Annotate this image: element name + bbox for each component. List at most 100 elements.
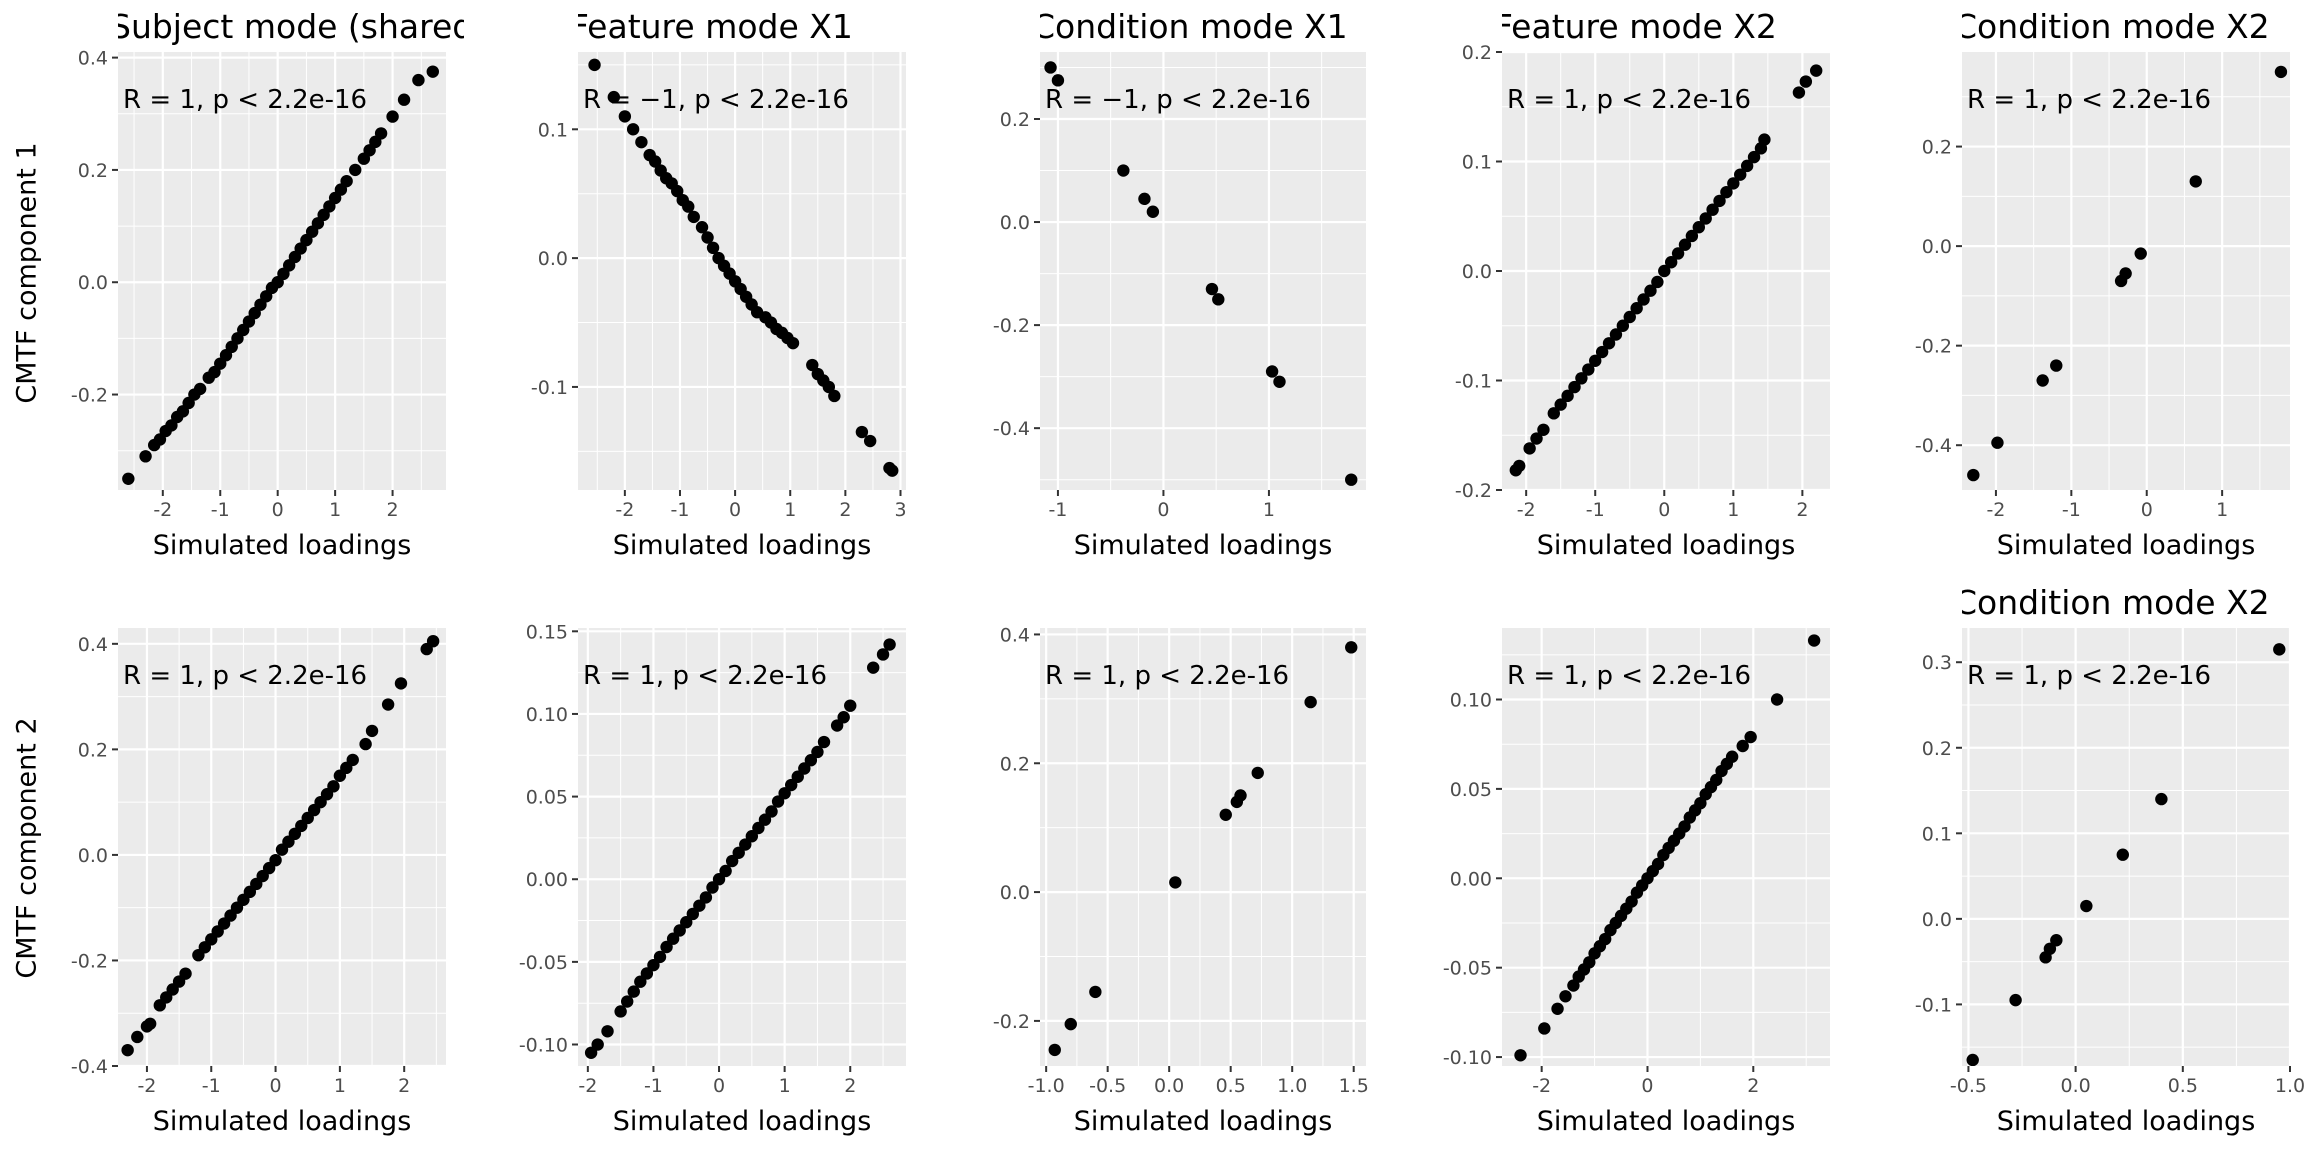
panel-7-point	[584, 1046, 598, 1059]
panel-8-grid	[1040, 628, 1366, 1066]
panel-1-y-tick-label: 0.0	[78, 272, 108, 294]
panel-7-y-tick-label: -0.10	[519, 1035, 568, 1057]
panel-8-y-tick-label: 0.2	[1000, 753, 1030, 775]
panel-4-point	[1523, 442, 1536, 455]
panel-1-point	[426, 65, 439, 78]
panel-6-point	[359, 737, 372, 751]
panel-4-point	[1554, 398, 1567, 411]
panel-9-y-tick-label: 0.10	[1450, 690, 1492, 712]
panel-2-x-tick-label: -1	[671, 499, 690, 521]
panel-7-point	[640, 967, 654, 980]
panel-3-background	[1040, 52, 1366, 490]
panel-4-title: Feature mode X2	[1494, 7, 1777, 46]
row-label-component-2: CMTF component 2	[11, 717, 43, 979]
panel-7-points	[584, 638, 896, 1059]
panel-8-points	[1048, 641, 1358, 1057]
panel-7-point	[752, 821, 765, 835]
panel-7-point	[666, 932, 680, 945]
panel-1-point	[122, 472, 135, 485]
panel-7-point	[758, 813, 772, 826]
panel-1-x-axis-label: Simulated loadings	[153, 530, 412, 561]
panel-9-y-tick-label: 0.00	[1450, 868, 1492, 890]
panel-2-point	[626, 123, 640, 136]
panel-10-x-tick-label: 1.0	[2275, 1075, 2304, 1097]
panel-6-points	[121, 634, 440, 1057]
panel-2-annotation: R = −1, p < 2.2e-16	[583, 85, 849, 115]
panel-8-annotation: R = 1, p < 2.2e-16	[1045, 661, 1289, 691]
panel-4-point	[1616, 319, 1630, 332]
panel-10-x-tick-label: -0.5	[1950, 1075, 1987, 1097]
panel-7-point	[660, 940, 673, 954]
panel-1-y-tick-label: -0.2	[71, 385, 108, 407]
panel-9-point	[1744, 730, 1757, 744]
panel-6-x-tick-label: -1	[202, 1075, 221, 1097]
panel-4-point	[1602, 337, 1616, 350]
panel-5-y-tick-label: -0.4	[1915, 435, 1952, 457]
panel-4-point	[1734, 168, 1747, 181]
panel-8-point	[1234, 789, 1247, 802]
panel-4-point	[1758, 133, 1771, 146]
panel-10-point	[2155, 792, 2168, 806]
panel-10-x-tick-label: 0.5	[2168, 1075, 2198, 1097]
panel-9-point	[1567, 979, 1580, 992]
panel-4-y-tick-label: 0.2	[1462, 42, 1492, 64]
panel-3-point	[1273, 375, 1286, 388]
panel-4-point	[1568, 380, 1581, 394]
panel-2-x-tick-label: 2	[839, 499, 851, 521]
panel-9-grid	[1502, 628, 1830, 1066]
panel-10-point	[2009, 993, 2022, 1007]
panel-6-point	[131, 1030, 144, 1044]
panel-4-x-axis-label: Simulated loadings	[1537, 530, 1796, 561]
panel-4-point	[1547, 407, 1560, 420]
panel-2-point	[682, 200, 695, 213]
panel-4-point	[1720, 185, 1733, 199]
panel-6-point	[327, 780, 340, 793]
panel-3-y-tick-label: 0.0	[1000, 212, 1030, 234]
panel-10-y-tick-label: 0.2	[1922, 738, 1952, 760]
panel-4-point	[1637, 293, 1650, 306]
panel-6-point	[365, 724, 379, 738]
panel-2-x-tick-label: 1	[784, 499, 796, 521]
panel-6-grid	[118, 628, 446, 1066]
panel-5-x-axis-label: Simulated loadings	[1997, 530, 2256, 561]
panel-4-x-tick-label: -1	[1586, 499, 1605, 521]
panel-9-point	[1736, 739, 1749, 753]
panel-9-points	[1514, 634, 1821, 1062]
panel-4-point	[1589, 354, 1602, 367]
panel-7-x-tick-label: 0	[713, 1075, 725, 1097]
panel-9-point	[1725, 750, 1739, 763]
panel-6-y-tick-label: 0.2	[78, 739, 108, 761]
panel-6-x-tick-label: 0	[270, 1075, 282, 1097]
panel-3-point	[1146, 205, 1160, 218]
panel-3-point	[1044, 61, 1057, 74]
panel-6-y-tick-label: -0.4	[71, 1056, 108, 1078]
panel-3-x-tick-label: 0	[1157, 499, 1169, 521]
panel-9-point	[1551, 1002, 1564, 1015]
panel-6-point	[394, 677, 408, 690]
panel-1-x-tick-label: -1	[211, 499, 230, 521]
panel-4-point	[1595, 345, 1609, 359]
panel-10-point	[2050, 934, 2063, 947]
panel-5-y-tick-label: 0.2	[1922, 137, 1952, 159]
panel-4-point	[1740, 159, 1754, 173]
panel-3-x-tick-label: -1	[1048, 499, 1067, 521]
panel-7-point	[627, 985, 640, 998]
panel-1: -2 -1 0 1 2 -0.2 0.0 0.2 0.4 R = 1, p < 2.2e-16 Su…	[71, 7, 464, 561]
panel-7-point	[686, 907, 699, 921]
panel-4-point	[1582, 363, 1595, 376]
panel-7-point	[798, 762, 811, 775]
panel-7-point	[883, 638, 896, 651]
panel-1-x-tick-label: 1	[329, 499, 341, 521]
panel-3-grid	[1040, 52, 1366, 490]
panel-8-point	[1345, 641, 1358, 654]
panel-7-point	[719, 864, 732, 878]
panel-9-x-tick-label: 2	[1747, 1075, 1759, 1097]
panel-7-point	[706, 881, 719, 894]
panel-1-point	[340, 174, 353, 188]
panel-4-point	[1630, 302, 1643, 315]
panel-4-point	[1809, 64, 1823, 77]
panel-10-y-tick-label: -0.1	[1915, 994, 1952, 1016]
panel-6-point	[269, 853, 282, 867]
panel-1-points	[122, 65, 439, 485]
